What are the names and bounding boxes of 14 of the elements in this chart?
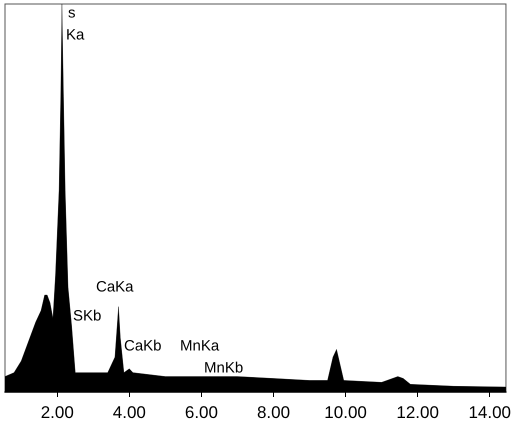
x-tick-label: 2.00 — [40, 403, 74, 422]
annotation: MnKb — [204, 360, 244, 376]
x-tick-label: 12.00 — [396, 403, 439, 422]
annotation: CaKa — [96, 278, 134, 296]
annotation: CaKb — [124, 338, 162, 354]
x-tick-label: 4.00 — [112, 403, 146, 422]
x-tick-label: 14.00 — [468, 403, 512, 422]
annotation: Ka — [66, 26, 86, 44]
x-tick-label: 8.00 — [256, 403, 290, 422]
annotation: s — [68, 4, 76, 22]
x-tick-label: 6.00 — [184, 403, 218, 422]
annotation: MnKa — [180, 338, 220, 354]
x-tick-label: 10.00 — [324, 403, 367, 422]
annotation: SKb — [73, 308, 102, 324]
